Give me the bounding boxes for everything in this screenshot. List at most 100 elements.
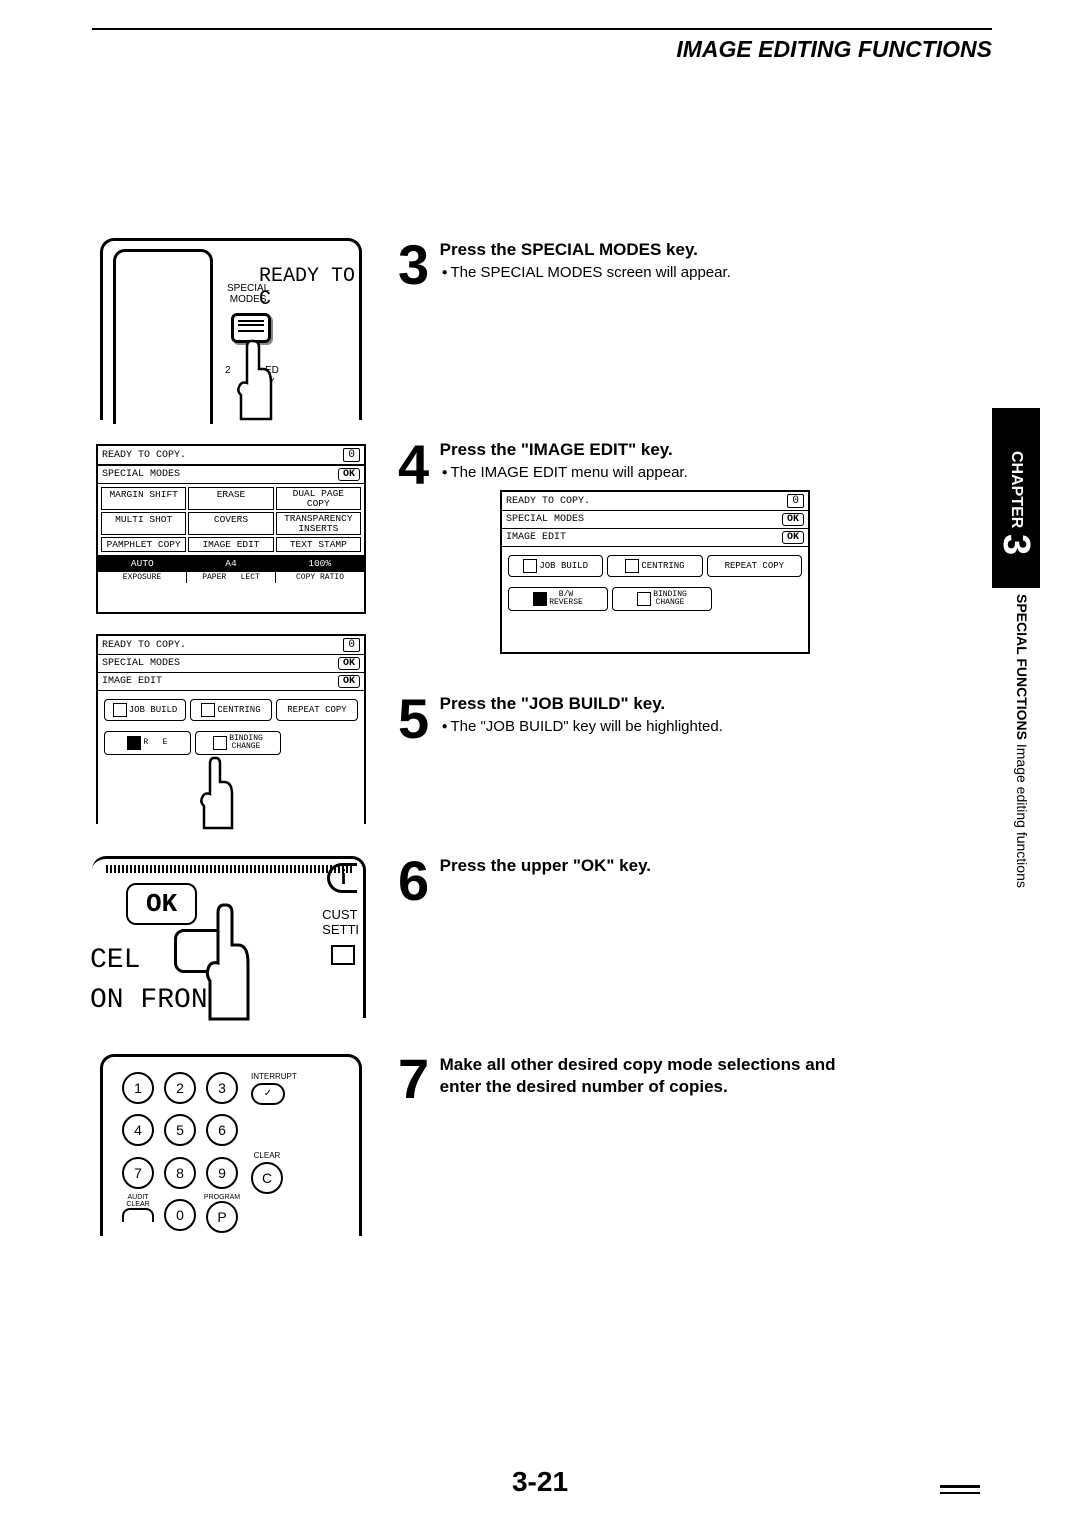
key-0[interactable]: 0 [164,1199,196,1231]
step-6-num: 6 [398,856,429,906]
key-3[interactable]: 3 [206,1072,238,1104]
key-9[interactable]: 9 [206,1157,238,1189]
centring-label: CENTRING [641,561,684,571]
covers-key[interactable]: COVERS [188,512,273,535]
ie-ok1[interactable]: OK [782,513,804,526]
transparency-key[interactable]: TRANSPARENCYINSERTS [276,512,361,535]
step-7-title: Make all other desired copy mode selecti… [440,1054,870,1098]
chapter-tab: CHAPTER 3 [992,408,1040,588]
screen-special-modes: READY TO COPY. 0 SPECIAL MODES OK MARGIN… [96,444,366,614]
centring-key[interactable]: CENTRING [607,555,702,577]
step-5: 5 Press the "JOB BUILD" key. The "JOB BU… [398,694,723,744]
ie-ie: IMAGE EDIT [506,532,566,543]
job-build-key[interactable]: JOB BUILD [508,555,603,577]
step-3-title: Press the SPECIAL MODES key. [440,240,731,260]
iel-sm: SPECIAL MODES [102,658,180,669]
key-7[interactable]: 7 [122,1157,154,1189]
side-section-rest: Image editing functions [1014,740,1030,888]
copy-ratio-label: COPY RATIO [276,572,364,583]
key-6[interactable]: 6 [206,1114,238,1146]
bw-l2: REVERSE [549,598,583,607]
cust-label: CUST [322,907,357,922]
ie-btn-row2: B/WREVERSE BINDINGCHANGE [502,585,808,619]
label-modes: MODES [230,294,267,305]
ie-ok2[interactable]: OK [782,531,804,544]
step-5-title: Press the "JOB BUILD" key. [440,694,723,714]
step-3-num: 3 [398,240,429,290]
iel-ie: IMAGE EDIT [102,676,162,687]
clear-label: CLEAR [251,1151,283,1160]
bw-icon [533,592,547,606]
margin-shift-key[interactable]: MARGIN SHIFT [101,487,186,510]
binding-change-key-2[interactable]: BINDINGCHANGE [195,731,282,755]
keypad: 1 2 3 INTERRUPT ✓ 4 5 6 7 8 9 CLEAR C AU… [117,1067,297,1238]
special-modes-label: SPECIAL MODES [227,283,269,305]
multi-shot-key[interactable]: MULTI SHOT [101,512,186,535]
key-p[interactable]: P [206,1201,238,1233]
program-label: PROGRAM [201,1194,243,1201]
iel-ok2[interactable]: OK [338,675,360,688]
text-stamp-key[interactable]: TEXT STAMP [276,537,361,552]
binding-l2-2: CHANGE [232,742,261,751]
a4-status: A4 [187,556,276,571]
bw-reverse-key[interactable]: B/WREVERSE [508,587,608,611]
key-c[interactable]: C [251,1162,283,1194]
grid: MARGIN SHIFT ERASE DUAL PAGECOPY MULTI S… [98,484,364,555]
dual-page-key[interactable]: DUAL PAGECOPY [276,487,361,510]
chapter-label: CHAPTER [1007,451,1025,528]
job-build-icon [523,559,537,573]
special-modes-title: SPECIAL MODES [102,469,180,480]
centring-icon-2 [201,703,215,717]
binding-l2: CHANGE [656,598,685,607]
ie-btn-row1: JOB BUILD CENTRING REPEAT COPY [502,547,808,585]
key-4[interactable]: 4 [122,1114,154,1146]
ok-button[interactable]: OK [338,468,360,481]
step-6-title: Press the upper "OK" key. [440,856,651,876]
bw-reverse-key-2[interactable]: R E [104,731,191,755]
audit-clear-key[interactable] [122,1208,154,1222]
step-4-num: 4 [398,440,429,490]
iel-ok1[interactable]: OK [338,657,360,670]
page-top-rule [92,28,992,30]
step-6: 6 Press the upper "OK" key. [398,856,651,906]
label-special: SPECIAL [227,283,269,294]
iel-zero: 0 [343,638,360,652]
ok-key-upper[interactable]: OK [122,879,201,929]
repeat-copy-key[interactable]: REPEAT COPY [707,555,802,577]
key-5[interactable]: 5 [164,1114,196,1146]
key-1[interactable]: 1 [122,1072,154,1104]
job-build-label: JOB BUILD [539,561,588,571]
centring-icon [625,559,639,573]
binding-change-key[interactable]: BINDINGCHANGE [612,587,712,611]
header-title: IMAGE EDITING FUNCTIONS [676,36,992,63]
pct-status: 100% [275,556,364,571]
step-7-num: 7 [398,1054,429,1104]
finger-icon [233,339,283,423]
repeat-copy-key-2[interactable]: REPEAT COPY [276,699,358,721]
interrupt-key[interactable]: ✓ [251,1083,285,1105]
iel-row1: JOB BUILD CENTRING REPEAT COPY [98,691,364,729]
scr-header: READY TO COPY. 0 [98,446,364,465]
key-8[interactable]: 8 [164,1157,196,1189]
side-section-text: SPECIAL FUNCTIONS Image editing function… [1014,594,1030,888]
pamphlet-key[interactable]: PAMPHLET COPY [101,537,186,552]
binding-icon [637,592,651,606]
exposure-label: EXPOSURE [98,572,187,583]
step-4: 4 Press the "IMAGE EDIT" key. The IMAGE … [398,440,688,490]
ie-zero: 0 [787,494,804,508]
ie-sm: SPECIAL MODES [506,514,584,525]
step-3-bullet: The SPECIAL MODES screen will appear. [442,264,731,281]
ie-sm-row: SPECIAL MODES OK [502,511,808,529]
bw-r: R [143,738,148,747]
status-row: AUTO A4 100% [98,555,364,571]
dual-page-l2: COPY [307,498,330,509]
erase-key[interactable]: ERASE [188,487,273,510]
image-edit-key[interactable]: IMAGE EDIT [188,537,273,552]
key-2[interactable]: 2 [164,1072,196,1104]
transp-l2: INSERTS [298,523,338,534]
job-build-label-2: JOB BUILD [129,705,178,715]
small-square-icon [331,945,355,965]
job-build-key-2[interactable]: JOB BUILD [104,699,186,721]
centring-key-2[interactable]: CENTRING [190,699,272,721]
step-5-bullet: The "JOB BUILD" key will be highlighted. [442,718,723,735]
